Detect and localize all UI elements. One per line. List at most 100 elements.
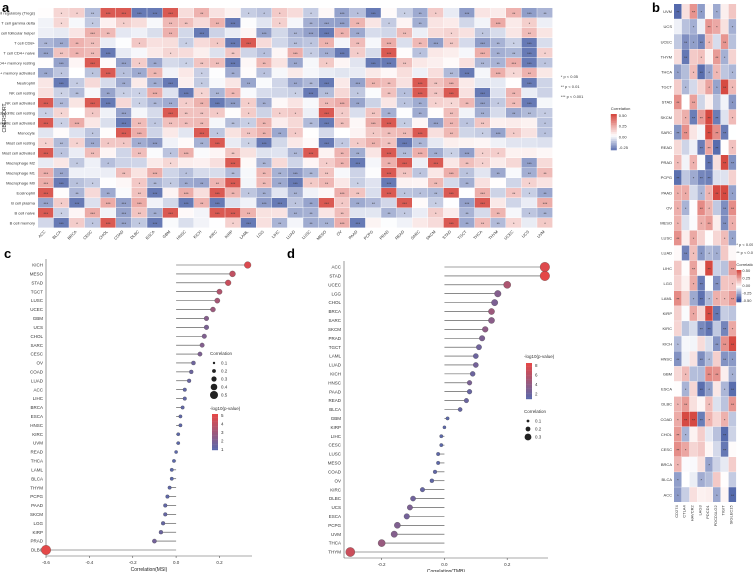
heatmap-a-col-label: LUAD [285,229,296,240]
heatmap-b-cell [713,260,721,276]
heatmap-b-sig-mark: * [732,221,734,226]
heatmap-a-cell [272,58,288,68]
heatmap-b-sig-mark: * [732,100,734,105]
heatmap-b-sig-mark: ** [676,447,680,452]
heatmap-a-cell [381,98,397,108]
lollipop-d-category-label: UVM [331,532,341,537]
heatmap-b-cell [728,381,737,397]
heatmap-b-cell [689,306,698,321]
heatmap-b-cell [697,381,705,397]
lollipop-c-color-legend-swatch [212,442,218,445]
heatmap-b-cell [689,155,698,170]
heatmap-a-cell [209,168,225,178]
heatmap-a-cell [162,208,178,218]
heatmap-b-cell [720,487,729,502]
heatmap-a-sig-mark: * [92,131,94,136]
heatmap-b-cell [674,441,682,457]
heatmap-a-sig-mark: *** [480,51,485,56]
lollipop-d-point [470,371,476,377]
heatmap-a-cell [474,48,490,58]
heatmap-a-cell [194,148,210,158]
heatmap-a-sig-mark: ** [200,101,204,106]
lollipop-d-category-label: LGG [331,291,341,296]
heatmap-a-cell [474,88,490,98]
heatmap-a-sig-mark: * [295,111,297,116]
heatmap-b-row-label: KIRC [662,326,672,331]
heatmap-a-cell [38,108,54,118]
heatmap-a-sig-mark: * [529,211,531,216]
heatmap-b-cell [728,396,737,412]
heatmap-a-cell [521,38,537,48]
heatmap-a-cell [521,178,537,188]
heatmap-a-sig-mark: *** [90,101,95,106]
heatmap-a-cell [490,188,506,198]
heatmap-a-sig-mark: * [154,121,156,126]
heatmap-a-cell [474,58,490,68]
heatmap-b-cell [713,19,721,34]
heatmap-a-sig-mark: ** [341,211,345,216]
heatmap-b-sig-mark: ** [708,161,712,166]
heatmap-a-sig-mark: * [544,221,546,226]
heatmap-a-cell [334,198,350,208]
heatmap-a-cell [506,198,522,208]
heatmap-a-cell [381,38,397,48]
heatmap-a-sig-mark: ** [543,211,547,216]
heatmap-a-cell [209,138,225,148]
heatmap-a-col-label: UVM [536,229,546,239]
heatmap-a-sig-mark: * [61,11,63,16]
heatmap-b-sig-mark: * [701,191,703,196]
heatmap-a-cell [256,8,272,18]
heatmap-a-sig-mark: ** [247,211,251,216]
heatmap-a-sig-mark: ** [91,51,95,56]
heatmap-b-col-label: CD274 [674,505,679,518]
lollipop-d-color-legend-swatch [526,384,532,387]
heatmap-b-cell [697,200,705,216]
heatmap-b-legend-swatch [736,276,742,279]
heatmap-a-cell [272,28,288,38]
heatmap-b-cell [681,426,690,442]
heatmap-a-sig-mark: ** [403,151,407,156]
heatmap-b-cell [689,230,698,246]
heatmap-a-cell [116,198,132,208]
heatmap-a-cell [412,188,428,198]
heatmap-a-cell [474,138,490,148]
heatmap-a-cell [116,168,132,178]
heatmap-b-row-label: HNSC [661,356,672,361]
heatmap-a-cell [131,128,147,138]
heatmap-a-cell [490,218,506,228]
heatmap-a-cell [428,138,444,148]
lollipop-d-color-legend-label: 8 [535,363,538,368]
heatmap-a-sig-mark: ** [294,191,298,196]
heatmap-b-cell [713,336,721,351]
heatmap-a-cell [412,98,428,108]
heatmap-a-sig-mark: *** [480,191,485,196]
heatmap-b-sig-mark: * [732,236,734,241]
heatmap-a-cell [69,8,85,18]
heatmap-b-cell [674,366,682,382]
lollipop-d-tick-label: 0.2 [504,562,511,567]
heatmap-a-cell [428,108,444,118]
heatmap-a-cell [428,148,444,158]
heatmap-a-cell [521,8,537,18]
heatmap-a-cell [428,218,444,228]
lollipop-c-color-legend-swatch [212,430,218,433]
heatmap-a-sig-mark: ** [169,101,173,106]
heatmap-a-sig-mark: * [341,141,343,146]
heatmap-a-cell [412,8,428,18]
heatmap-a-cell [209,148,225,158]
heatmap-b-cell [689,351,698,367]
heatmap-b-sig-mark: ** [708,266,712,271]
heatmap-a-cell [272,118,288,128]
heatmap-a-cell [69,108,85,118]
lollipop-c-point [163,503,168,508]
heatmap-a-cell [365,118,381,128]
heatmap-a-cell [53,218,69,228]
heatmap-a-sig-mark: *** [43,181,48,186]
heatmap-a-cell [194,78,210,88]
heatmap-b-cell [713,457,721,472]
heatmap-a-cell [100,8,116,18]
heatmap-a-sig-mark: ** [216,61,220,66]
heatmap-a-cell [381,188,397,198]
heatmap-a-cell [84,78,100,88]
heatmap-a-cell [396,8,412,18]
